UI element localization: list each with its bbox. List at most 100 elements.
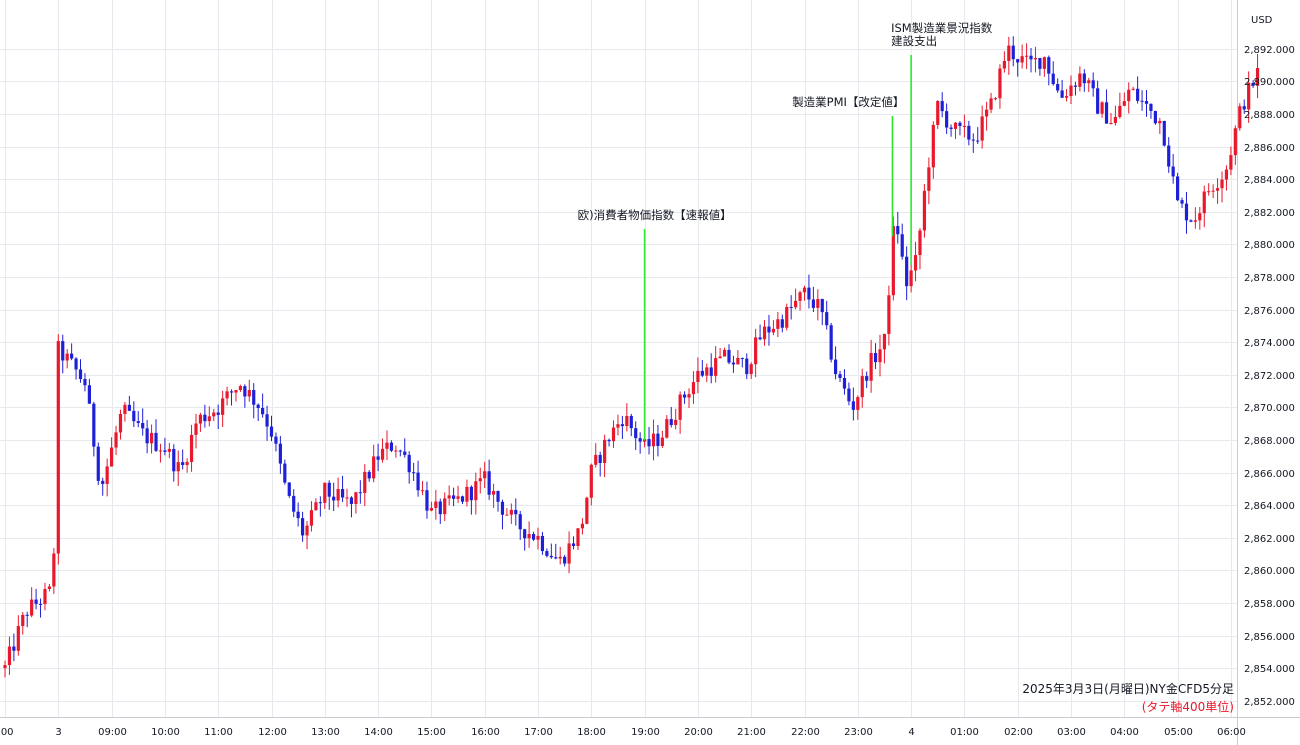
candle-body <box>722 349 727 357</box>
candle-body <box>1100 102 1104 114</box>
candle-body <box>1180 200 1184 204</box>
candle-body <box>447 495 451 499</box>
candle-body <box>287 482 291 496</box>
candle-body <box>1136 88 1140 101</box>
candle-body <box>1176 176 1180 201</box>
candle-body <box>483 471 487 479</box>
candle-body <box>425 490 429 511</box>
candle-body <box>616 424 620 428</box>
candle-body <box>145 428 149 444</box>
candle-body <box>1233 128 1237 156</box>
candle-body <box>589 464 593 498</box>
x-tick-label: 14:00 <box>364 727 393 738</box>
candle-body <box>1242 106 1246 110</box>
candle-body <box>340 489 345 498</box>
x-tick-label: 22:00 <box>791 727 820 738</box>
candle-body <box>545 551 549 556</box>
candle-body <box>625 415 629 427</box>
candle-body <box>794 300 798 308</box>
candle-body <box>629 415 633 429</box>
candle-body <box>531 534 536 540</box>
candle-body <box>1184 203 1189 221</box>
candle-body <box>429 507 433 511</box>
candle-body <box>1064 96 1069 98</box>
candle-body <box>909 270 913 287</box>
candle-body <box>749 364 753 375</box>
y-tick-label: 2,856.000 <box>1244 632 1295 643</box>
candle-body <box>918 230 922 256</box>
candle-body <box>669 419 673 425</box>
candle-body <box>118 413 123 433</box>
y-tick-label: 2,876.000 <box>1244 306 1295 317</box>
candle-body <box>438 501 442 515</box>
candle-body <box>780 319 784 328</box>
candle-body <box>474 481 478 501</box>
candle-body <box>1042 57 1046 69</box>
candle-body <box>514 509 518 515</box>
candle-body <box>96 446 100 481</box>
candle-body <box>1251 82 1255 86</box>
candle-body <box>181 462 185 465</box>
candle-body <box>1033 57 1038 60</box>
candle-body <box>838 374 842 378</box>
candle-body <box>851 401 855 410</box>
candle-body <box>83 379 87 386</box>
candle-body <box>607 439 611 442</box>
candle-body <box>154 432 158 451</box>
x-tick-label: 15:00 <box>417 727 446 738</box>
y-tick-label: 2,888.000 <box>1244 110 1295 121</box>
candle-body <box>269 426 274 437</box>
candle-body <box>825 312 829 326</box>
candle-body <box>856 397 860 410</box>
candle-body <box>38 603 43 605</box>
candle-body <box>1113 116 1118 124</box>
candle-body <box>567 543 571 564</box>
candle-body <box>745 358 749 375</box>
x-tick-label: 21:00 <box>737 727 766 738</box>
candle-body <box>229 391 234 393</box>
y-tick-label: 2,870.000 <box>1244 403 1295 414</box>
candle-body <box>394 450 398 452</box>
candle-body <box>1215 188 1220 191</box>
candle-body <box>842 377 847 389</box>
candle-body <box>123 404 127 414</box>
candle-body <box>682 394 687 398</box>
candle-body <box>363 471 367 494</box>
candle-body <box>460 496 465 502</box>
candle-body <box>1247 82 1251 110</box>
candle-body <box>247 390 251 397</box>
candle-body <box>687 394 691 398</box>
candle-body <box>65 353 69 361</box>
candle-body <box>189 434 194 462</box>
candle-body <box>132 410 136 422</box>
candle-body <box>149 432 154 444</box>
candle-body <box>1104 102 1109 124</box>
candle-body <box>709 367 713 376</box>
candle-body <box>92 403 96 447</box>
candle-body <box>305 525 309 536</box>
candle-body <box>1051 73 1055 85</box>
candle-body <box>1007 45 1011 61</box>
candle-body <box>931 124 935 168</box>
candle-body <box>212 412 216 417</box>
candle-body <box>1211 190 1215 192</box>
candle-body <box>274 436 278 444</box>
x-tick-label: 16:00 <box>471 727 500 738</box>
candle-body <box>265 414 269 427</box>
y-tick-label: 2,874.000 <box>1244 338 1295 349</box>
candle-body <box>518 514 522 530</box>
candle-body <box>580 523 585 529</box>
candle-body <box>1140 100 1144 102</box>
candle-body <box>754 337 758 365</box>
candle-body <box>491 491 496 495</box>
candle-body <box>216 412 220 415</box>
price-axis: 2,852.000 2,854.000 2,856.000 2,858.000 2,86… <box>1244 45 1295 708</box>
y-tick-label: 2,886.000 <box>1244 143 1295 154</box>
candle-body <box>456 496 460 499</box>
y-tick-label: 2,890.000 <box>1244 77 1295 88</box>
time-axis: :00 3 09:00 10:00 11:00 12:00 13:00 14:00 15:00 1… <box>0 727 1246 738</box>
chart-caption: 2025年3月3日(月曜日)NY金CFD5分足 <box>1022 681 1234 696</box>
candle-body <box>696 370 700 383</box>
candle-body <box>114 432 118 448</box>
